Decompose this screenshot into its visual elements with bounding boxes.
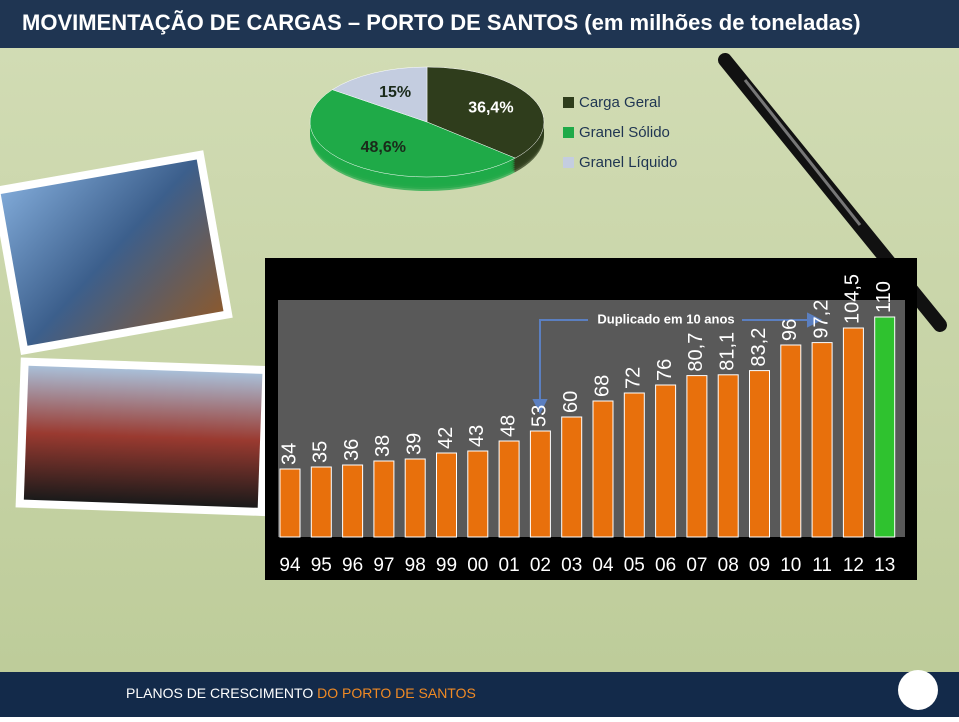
x-tick-label: 03	[561, 555, 582, 576]
legend-swatch	[563, 97, 574, 108]
x-tick-label: 05	[624, 555, 645, 576]
legend-swatch	[563, 157, 574, 168]
x-tick-label: 12	[843, 555, 864, 576]
logo	[898, 670, 938, 710]
bar	[529, 430, 551, 538]
pie-label: 48,6%	[361, 139, 406, 156]
bar-value-label: 80,7	[685, 333, 707, 372]
bar	[717, 374, 739, 538]
bar-value-label: 83,2	[748, 328, 770, 367]
bar-value-label: 42	[435, 427, 457, 449]
bar-value-label: 48	[497, 415, 519, 437]
x-tick-label: 00	[467, 555, 488, 576]
bar-value-label: 96	[779, 319, 801, 341]
bar	[279, 468, 301, 538]
bar-value-label: 110	[873, 281, 895, 313]
x-tick-label: 10	[780, 555, 801, 576]
footer-text: PLANOS DE CRESCIMENTO DO PORTO DE SANTOS	[126, 685, 476, 701]
annotation: Duplicado em 10 anos	[597, 311, 734, 326]
bar	[373, 460, 395, 538]
pie-label: 15%	[379, 84, 411, 101]
x-tick-label: 07	[686, 555, 707, 576]
bar	[498, 440, 520, 538]
bar	[342, 464, 364, 538]
x-tick-label: 01	[499, 555, 520, 576]
bar-value-label: 39	[403, 433, 425, 455]
bar	[592, 400, 614, 538]
bar-value-label: 38	[372, 435, 394, 457]
bar-value-label: 72	[623, 367, 645, 389]
pie-slice	[331, 66, 428, 123]
bar-value-label: 68	[591, 375, 613, 397]
pie-slice	[309, 89, 516, 178]
x-tick-label: 98	[405, 555, 426, 576]
x-tick-label: 11	[812, 555, 832, 576]
title: MOVIMENTAÇÃO DE CARGAS – PORTO DE SANTOS…	[22, 10, 861, 35]
bar-value-label: 104,5	[842, 274, 864, 324]
bar-value-label: 81,1	[716, 332, 738, 371]
bar-value-label: 53	[529, 405, 551, 427]
bar-value-label: 35	[310, 441, 332, 463]
bar	[623, 392, 645, 538]
bar-value-label: 36	[341, 439, 363, 461]
bar	[655, 384, 677, 538]
legend-label: Granel Sólido	[579, 124, 670, 141]
x-tick-label: 08	[718, 555, 739, 576]
bar	[780, 344, 802, 538]
bar	[874, 316, 896, 538]
pie-slice	[426, 66, 545, 159]
x-tick-label: 96	[342, 555, 363, 576]
bar	[467, 450, 489, 538]
bar-value-label: 76	[654, 359, 676, 381]
legend-label: Granel Líquido	[579, 154, 677, 171]
bar	[811, 342, 833, 538]
bar	[310, 466, 332, 538]
x-tick-label: 09	[749, 555, 770, 576]
bar-value-label: 60	[560, 391, 582, 413]
photo-2	[15, 357, 271, 517]
x-tick-label: 95	[311, 555, 332, 576]
footer-bar	[0, 672, 959, 717]
bar	[436, 452, 457, 538]
bar-value-label: 34	[278, 443, 300, 465]
footer-text-a: PLANOS DE CRESCIMENTO	[126, 685, 313, 701]
bar-value-label: 43	[466, 425, 488, 447]
annotation-arrows	[532, 312, 823, 415]
bar	[561, 416, 583, 538]
x-tick-label: 97	[373, 555, 394, 576]
bar	[749, 370, 770, 538]
bar	[404, 458, 426, 538]
legend-swatch	[563, 127, 574, 138]
x-tick-label: 04	[592, 555, 614, 576]
bar	[842, 327, 864, 538]
bar-value-label: 97,2	[810, 300, 832, 339]
x-tick-label: 94	[279, 555, 301, 576]
pie-label: 36,4%	[468, 100, 513, 117]
footer-text-b: DO PORTO DE SANTOS	[317, 685, 476, 701]
x-tick-label: 06	[655, 555, 676, 576]
x-tick-label: 99	[436, 555, 457, 576]
bar	[686, 375, 708, 538]
x-tick-label: 02	[530, 555, 551, 576]
legend-label: Carga Geral	[579, 94, 661, 111]
x-tick-label: 13	[874, 555, 895, 576]
photo-1	[0, 150, 233, 355]
header-bar	[0, 0, 959, 48]
